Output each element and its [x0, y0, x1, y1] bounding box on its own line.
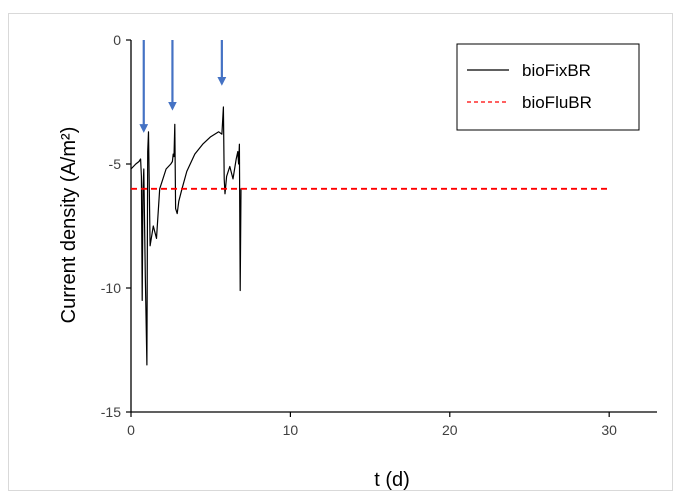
legend-label-bioFluBR: bioFluBR [522, 93, 592, 112]
y-tick-label: 0 [113, 32, 121, 48]
legend-box [457, 44, 639, 130]
x-ticks: 0 10 20 30 [127, 412, 617, 438]
y-axis-title: Current density (A/m²) [58, 127, 80, 324]
y-tick-label: -10 [101, 280, 121, 296]
annotation-layer [144, 40, 222, 131]
y-tick-label: -15 [101, 404, 121, 420]
x-tick-label: 0 [127, 422, 135, 438]
series-layer [131, 107, 609, 365]
y-ticks: 0 -5 -10 -15 [101, 32, 131, 420]
x-tick-label: 20 [442, 422, 458, 438]
legend-label-bioFixBR: bioFixBR [522, 61, 591, 80]
x-axis-title: t (d) [374, 469, 410, 491]
x-tick-label: 10 [283, 422, 299, 438]
y-tick-label: -5 [109, 156, 122, 172]
series-line-bioFixBR [131, 107, 243, 365]
x-tick-label: 30 [601, 422, 617, 438]
legend: bioFixBR bioFluBR [457, 44, 639, 130]
